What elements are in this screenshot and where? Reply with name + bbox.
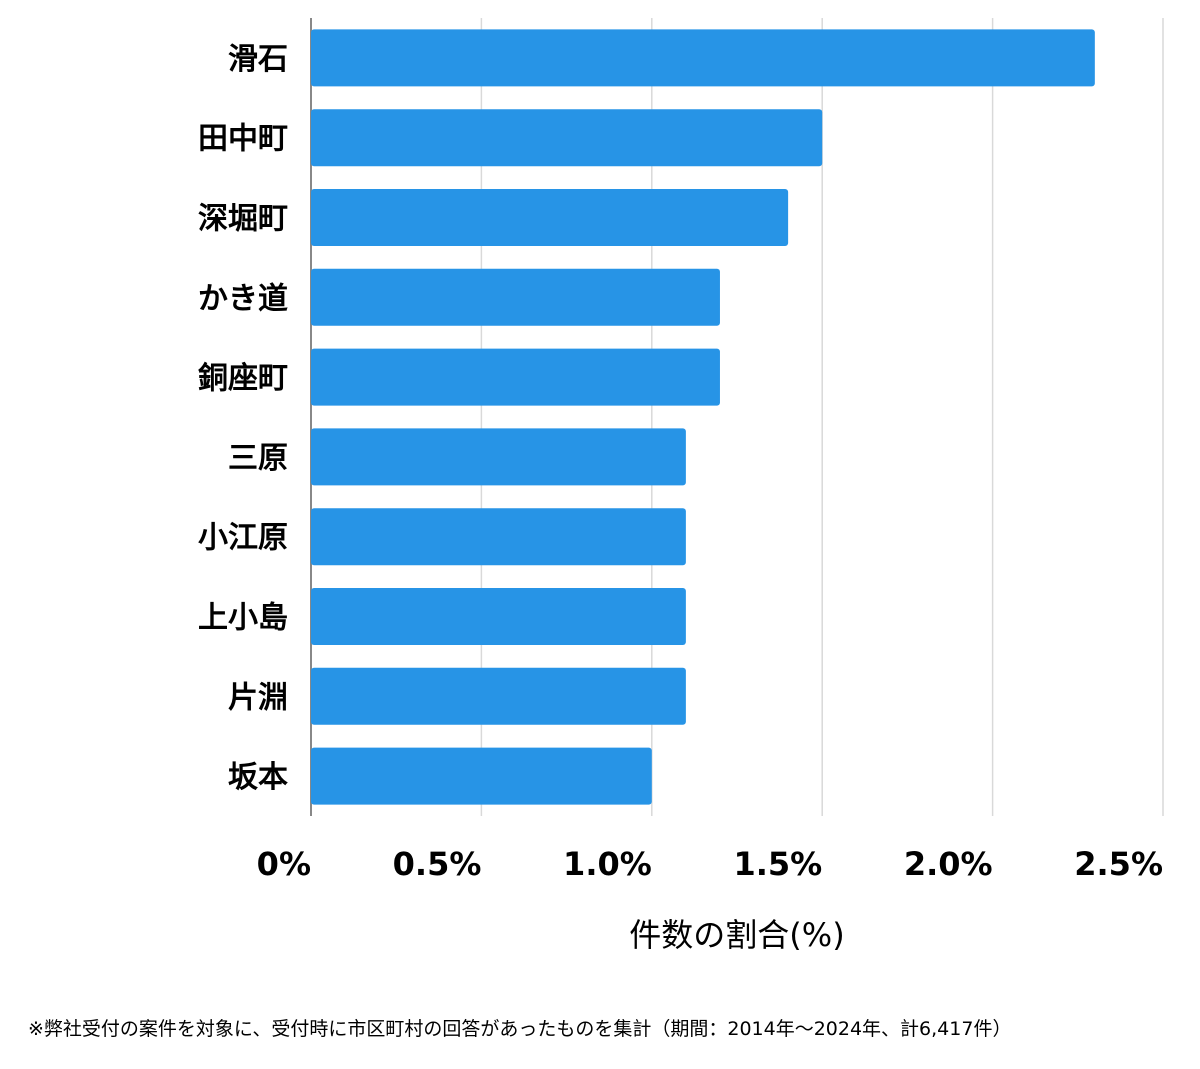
x-tick-label: 0% — [257, 845, 311, 883]
bar — [311, 428, 686, 486]
x-tick-label: 1.0% — [563, 845, 652, 883]
x-tick-label: 1.5% — [733, 845, 822, 883]
category-label: 三原 — [228, 441, 288, 476]
x-tick-label: 0.5% — [393, 845, 482, 883]
category-label: 深堀町 — [198, 202, 288, 237]
category-label: 滑石 — [228, 42, 288, 77]
x-tick-label: 2.5% — [1074, 845, 1163, 883]
bar — [311, 588, 686, 645]
bar — [311, 29, 1095, 87]
bar — [311, 747, 652, 805]
bar — [311, 109, 823, 167]
bar — [311, 667, 686, 725]
category-label: 片淵 — [228, 680, 288, 715]
x-axis-title: 件数の割合(%) — [629, 916, 844, 954]
category-label: 坂本 — [228, 760, 288, 795]
bar — [311, 508, 686, 566]
category-label: 上小島 — [198, 601, 288, 636]
category-label: 小江原 — [198, 521, 288, 556]
bar — [311, 348, 720, 406]
x-tick-label: 2.0% — [904, 845, 993, 883]
bar — [311, 268, 720, 326]
category-label: かき道 — [198, 281, 288, 316]
category-label: 田中町 — [198, 122, 288, 157]
footnote: ※弊社受付の案件を対象に、受付時に市区町村の回答があったものを集計（期間：201… — [28, 1018, 1012, 1040]
category-label: 銅座町 — [198, 361, 288, 396]
bar — [311, 189, 789, 246]
